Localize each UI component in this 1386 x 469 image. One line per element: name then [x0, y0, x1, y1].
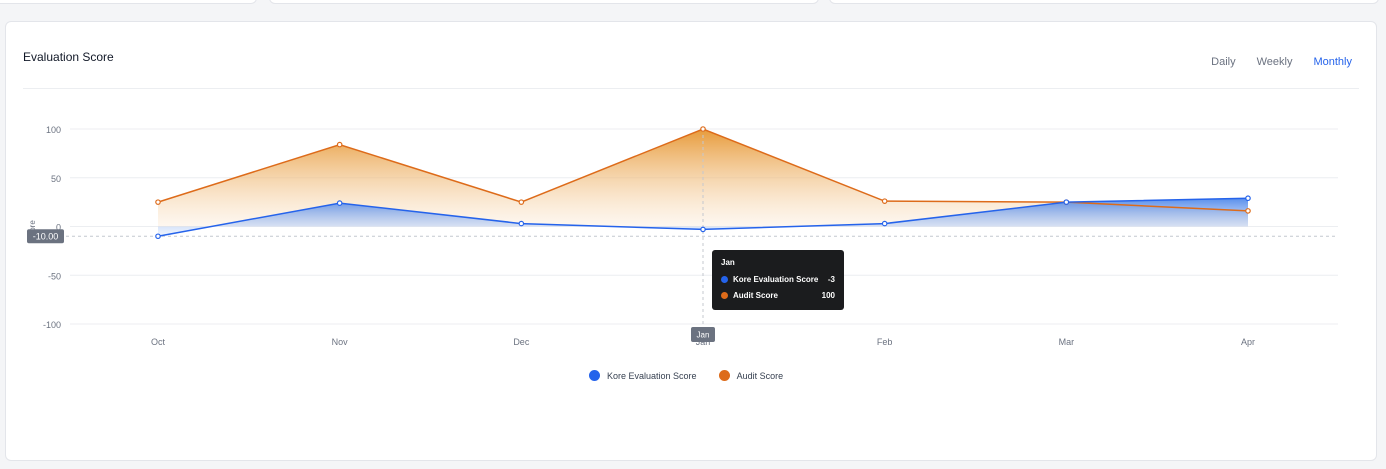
- y-axis-label: ore: [28, 220, 37, 232]
- x-tick-label: Oct: [151, 337, 166, 347]
- legend-dot-audit: [718, 370, 730, 381]
- x-tick-label: Mar: [1059, 337, 1075, 347]
- crosshair-y-badge: [27, 229, 64, 244]
- tooltip-value-kore: -3: [827, 275, 835, 284]
- kore-evaluation-point: [336, 200, 343, 206]
- audit-score-point: [518, 199, 525, 205]
- tooltip-row-audit: Audit Score 100: [721, 291, 835, 300]
- tab-monthly[interactable]: Monthly: [1313, 56, 1352, 68]
- tooltip-row-kore: Kore Evaluation Score -3: [721, 275, 835, 284]
- legend-dot-kore: [589, 370, 600, 381]
- chart-tooltip: Jan Kore Evaluation Score -3 Audit Score…: [712, 250, 844, 310]
- kore-evaluation-point: [518, 220, 525, 227]
- kore-evaluation-point: [1063, 199, 1070, 205]
- audit-score-point: [881, 198, 888, 204]
- y-tick-label: 50: [51, 174, 61, 184]
- chart-legend: Kore Evaluation Score Audit Score: [589, 370, 783, 381]
- x-tick-label: Nov: [332, 337, 349, 347]
- header-divider: [23, 88, 1359, 89]
- crosshair-y-label: -10.00: [33, 231, 59, 241]
- legend-label-audit: Audit Score: [736, 370, 784, 381]
- evaluation-score-card: Evaluation Score Daily Weekly Monthly: [5, 21, 1377, 461]
- card-title: Evaluation Score: [23, 50, 114, 64]
- audit-score-point: [336, 141, 343, 148]
- tooltip-dot-audit: [721, 292, 728, 299]
- legend-item-kore[interactable]: Kore Evaluation Score: [589, 370, 697, 381]
- x-tick-label: Apr: [1241, 337, 1255, 347]
- y-tick-label: -100: [43, 320, 61, 330]
- kore-evaluation-point: [155, 233, 161, 240]
- period-tabs: Daily Weekly Monthly: [1211, 56, 1352, 68]
- kore-evaluation-point: [700, 226, 706, 233]
- legend-item-audit[interactable]: Audit Score: [718, 370, 784, 381]
- crosshair-x-badge: [691, 327, 715, 342]
- kore-evaluation-point: [1245, 195, 1251, 202]
- tooltip-dot-kore: [721, 276, 728, 283]
- tooltip-title: Jan: [721, 258, 735, 267]
- x-tick-label: Feb: [877, 337, 893, 347]
- audit-score-point: [155, 199, 161, 205]
- y-tick-label: -50: [48, 271, 61, 281]
- tab-weekly[interactable]: Weekly: [1256, 56, 1293, 68]
- audit-score-point: [700, 126, 706, 132]
- crosshair-x-label: Jan: [697, 331, 710, 340]
- tooltip-label-kore: Kore Evaluation Score: [733, 275, 819, 284]
- kore-evaluation-point: [881, 220, 888, 227]
- legend-label-kore: Kore Evaluation Score: [607, 370, 697, 381]
- x-tick-label: Dec: [513, 337, 530, 347]
- y-tick-label: 0: [56, 223, 61, 233]
- y-tick-label: 100: [46, 125, 61, 135]
- tooltip-value-audit: 100: [821, 291, 835, 300]
- tab-daily[interactable]: Daily: [1211, 56, 1236, 68]
- audit-score-point: [1245, 208, 1251, 214]
- tooltip-label-audit: Audit Score: [733, 291, 778, 300]
